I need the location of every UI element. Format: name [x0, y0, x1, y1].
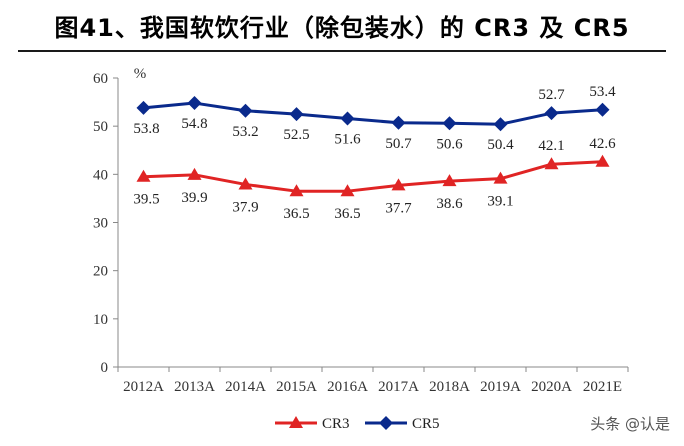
axes: 0 10 20 30 40 50 60 % 2012A 2013A 2014A 2015A 2016A 2…	[93, 66, 629, 395]
cr3-data-label: 37.7	[385, 200, 412, 216]
cr3-marker	[238, 177, 253, 190]
cr3-data-label: 38.6	[436, 196, 463, 212]
cr3-marker	[340, 184, 355, 197]
legend-cr5-label: CR5	[412, 416, 440, 432]
title-divider	[18, 50, 666, 52]
cr5-data-label: 53.2	[232, 124, 258, 140]
cr3-data-label: 36.5	[334, 206, 360, 222]
cr5-marker	[289, 107, 304, 122]
cr5-marker	[442, 116, 457, 131]
cr5-data-label: 51.6	[334, 131, 361, 147]
cr3-data-label: 37.9	[232, 199, 258, 215]
cr3-data-label: 39.1	[487, 194, 513, 210]
x-tick-label: 2013A	[174, 379, 215, 395]
cr5-marker	[136, 100, 151, 115]
x-tick-label: 2012A	[123, 379, 164, 395]
y-tick-label: 0	[101, 360, 109, 376]
cr3-marker	[493, 171, 508, 184]
cr5-line	[143, 101, 603, 126]
cr5-data-label: 53.4	[589, 84, 616, 100]
x-tick-label: 2021E	[583, 379, 622, 395]
cr3-data-label: 36.5	[283, 206, 309, 222]
cr5-marker	[340, 111, 355, 126]
series-layer	[136, 96, 610, 197]
cr3-marker	[595, 154, 610, 167]
x-tick-label: 2020A	[531, 379, 572, 395]
cr5-data-label: 54.8	[181, 116, 207, 132]
x-tick-label: 2018A	[429, 379, 470, 395]
y-tick-label: 10	[93, 312, 108, 328]
y-unit-label: %	[134, 66, 147, 82]
y-tick-label: 30	[93, 216, 108, 232]
cr5-marker	[238, 103, 253, 118]
cr5-marker	[544, 106, 559, 121]
x-tick-label: 2014A	[225, 379, 266, 395]
cr5-marker	[187, 96, 202, 111]
y-tick-label: 20	[93, 264, 108, 280]
cr5-data-label: 52.5	[283, 127, 309, 143]
cr3-marker	[442, 174, 457, 187]
x-tick-label: 2016A	[327, 379, 368, 395]
cr3-data-label: 39.9	[181, 190, 207, 206]
cr3-data-label: 42.6	[589, 136, 616, 152]
legend-cr3-label: CR3	[322, 416, 350, 432]
x-tick-label: 2017A	[378, 379, 419, 395]
cr5-data-label: 50.6	[436, 136, 463, 152]
cr5-marker	[493, 117, 508, 132]
cr3-marker	[391, 178, 406, 191]
cr3-marker	[289, 184, 304, 197]
cr5-data-label: 52.7	[538, 87, 565, 103]
chart-title: 图41、我国软饮行业（除包装水）的 CR3 及 CR5	[54, 14, 630, 42]
cr5-marker	[391, 115, 406, 130]
cr3-data-label: 42.1	[538, 138, 564, 154]
y-tick-label: 60	[93, 71, 108, 87]
cr3-line	[143, 160, 603, 193]
y-tick-label: 50	[93, 119, 108, 135]
y-tick-label: 40	[93, 167, 108, 183]
cr3-marker	[187, 167, 202, 180]
cr5-marker	[595, 102, 610, 117]
cr3-data-label: 39.5	[133, 192, 159, 208]
legend-cr5-marker	[379, 416, 393, 430]
x-tick-label: 2015A	[276, 379, 317, 395]
data-labels: 39.5 39.9 37.9 36.5 36.5 37.7 38.6 39.1 42.1 42.6…	[133, 84, 616, 222]
watermark: 头条 @认是	[590, 415, 670, 433]
cr5-data-label: 50.7	[385, 136, 412, 152]
cr3-marker	[136, 169, 151, 182]
cr3-marker	[544, 157, 559, 170]
x-tick-label: 2019A	[480, 379, 521, 395]
legend: CR3 CR5	[275, 416, 440, 432]
cr5-data-label: 50.4	[487, 137, 514, 153]
legend-cr3-marker	[289, 416, 303, 428]
cr5-data-label: 53.8	[133, 121, 159, 137]
